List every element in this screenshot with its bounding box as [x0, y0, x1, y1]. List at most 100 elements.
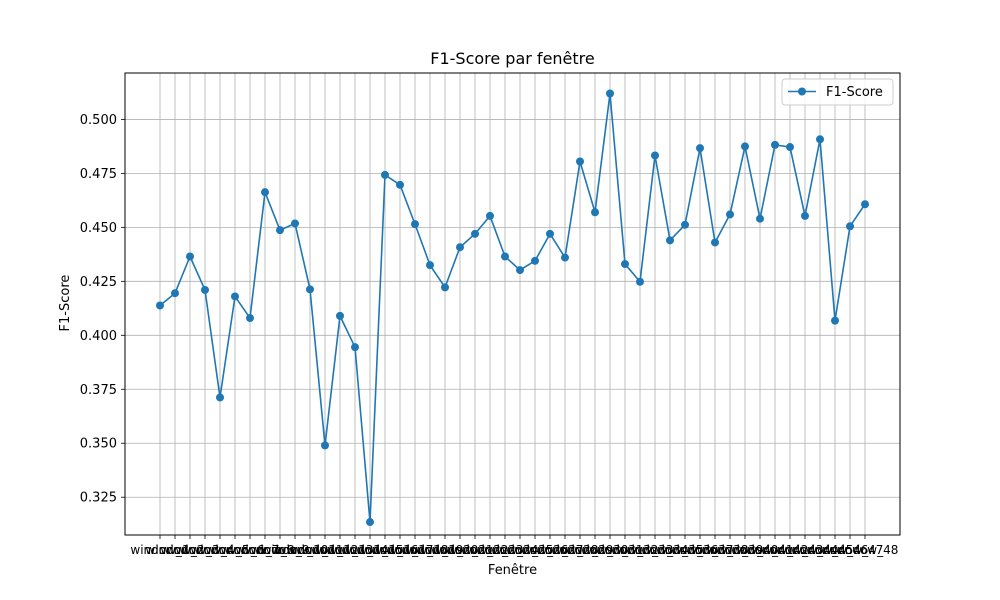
data-point	[321, 441, 329, 450]
data-point	[561, 253, 569, 262]
x-tick-label: window_11	[277, 543, 344, 557]
x-tick-label: window_22	[442, 543, 509, 557]
data-point	[651, 151, 659, 160]
x-tick-label: window_44	[772, 543, 839, 557]
legend-label: F1-Score	[826, 85, 883, 100]
data-point	[396, 180, 404, 189]
data-point	[741, 142, 749, 151]
data-point	[861, 200, 869, 209]
x-tick-label: window_36	[652, 543, 719, 557]
plot-frame	[124, 72, 901, 536]
x-tick-label: window_1	[130, 543, 189, 557]
x-tick-label: window_12	[292, 543, 359, 557]
y-tick-label: 0.400	[80, 329, 117, 344]
x-tick-label: window_39	[697, 543, 764, 557]
y-tick-label: 0.375	[80, 383, 117, 398]
x-tick-label: window_32	[592, 543, 659, 557]
x-tick-label: window_31	[577, 543, 644, 557]
data-point	[666, 236, 674, 245]
data-point	[186, 252, 194, 261]
y-axis-ticks: 0.325 0.350 0.375 0.400 0.425 0.450 0.475 0.500	[80, 113, 125, 506]
data-point	[756, 214, 764, 223]
data-point	[531, 256, 539, 265]
y-tick-label: 0.475	[80, 167, 117, 182]
legend: F1-Score	[781, 78, 894, 106]
data-point	[516, 266, 524, 275]
data-point	[546, 229, 554, 238]
data-point	[606, 89, 614, 98]
data-point	[216, 393, 224, 402]
series-line	[159, 92, 866, 523]
x-tick-label: window_46	[802, 543, 869, 557]
x-tick-label: window_37	[667, 543, 734, 557]
x-tick-label: window_45	[787, 543, 854, 557]
x-axis-ticks: window_1window_2window_3window_4window_5…	[130, 535, 898, 557]
grid	[125, 73, 900, 535]
x-tick-label: window_13	[307, 543, 374, 557]
data-point	[621, 260, 629, 269]
x-tick-label: window_23	[457, 543, 524, 557]
x-tick-label: window_47	[817, 543, 884, 557]
data-point	[846, 222, 854, 231]
x-tick-label: window_15	[337, 543, 404, 557]
x-tick-label: window_34	[622, 543, 689, 557]
x-tick-label: window_10	[262, 543, 329, 557]
chart-title: F1-Score par fenêtre	[430, 49, 594, 68]
x-tick-label: window_8	[235, 543, 294, 557]
data-point	[261, 188, 269, 197]
x-tick-label: window_14	[322, 543, 389, 557]
data-point	[411, 220, 419, 229]
x-tick-label: window_41	[727, 543, 794, 557]
x-tick-label: window_4	[175, 543, 234, 557]
y-tick-label: 0.450	[80, 221, 117, 236]
data-point	[231, 292, 239, 301]
data-point	[801, 211, 809, 220]
x-tick-label: window_26	[502, 543, 569, 557]
y-tick-label: 0.425	[80, 275, 117, 290]
data-point	[711, 238, 719, 247]
data-point	[306, 285, 314, 294]
data-point	[201, 285, 209, 294]
data-point	[591, 208, 599, 217]
data-point	[426, 261, 434, 270]
x-tick-label: window_35	[637, 543, 704, 557]
data-point	[366, 518, 374, 527]
x-tick-label: window_17	[367, 543, 434, 557]
x-tick-label: window_25	[487, 543, 554, 557]
x-axis-label: Fenêtre	[488, 563, 537, 578]
data-point	[771, 140, 779, 149]
data-point	[441, 283, 449, 292]
data-point	[171, 289, 179, 298]
x-tick-label: window_27	[517, 543, 584, 557]
x-tick-label: window_30	[562, 543, 629, 557]
data-point	[696, 144, 704, 153]
x-tick-label: window_28	[532, 543, 599, 557]
data-point	[381, 170, 389, 179]
x-tick-label: window_29	[547, 543, 614, 557]
data-point	[246, 314, 254, 323]
x-tick-label: window_43	[757, 543, 824, 557]
data-point	[276, 226, 284, 235]
data-point	[816, 135, 824, 144]
x-tick-label: window_3	[160, 543, 219, 557]
data-point	[786, 143, 794, 152]
x-tick-label: window_7	[220, 543, 279, 557]
x-tick-label: window_33	[607, 543, 674, 557]
y-tick-label: 0.325	[80, 491, 117, 506]
data-point	[501, 252, 509, 261]
data-point	[156, 301, 164, 310]
legend-box	[781, 78, 894, 106]
x-tick-label: window_18	[382, 543, 449, 557]
series-f1-score	[156, 89, 869, 527]
x-tick-label: window_2	[145, 543, 204, 557]
data-point	[486, 211, 494, 220]
data-point	[636, 277, 644, 286]
x-tick-label: window_40	[712, 543, 779, 557]
y-tick-label: 0.500	[80, 113, 117, 128]
legend-marker-swatch	[798, 87, 806, 96]
x-tick-label: window_19	[397, 543, 464, 557]
y-tick-label: 0.350	[80, 437, 117, 452]
x-tick-label: window_16	[352, 543, 419, 557]
data-point	[576, 157, 584, 166]
data-point	[351, 343, 359, 352]
